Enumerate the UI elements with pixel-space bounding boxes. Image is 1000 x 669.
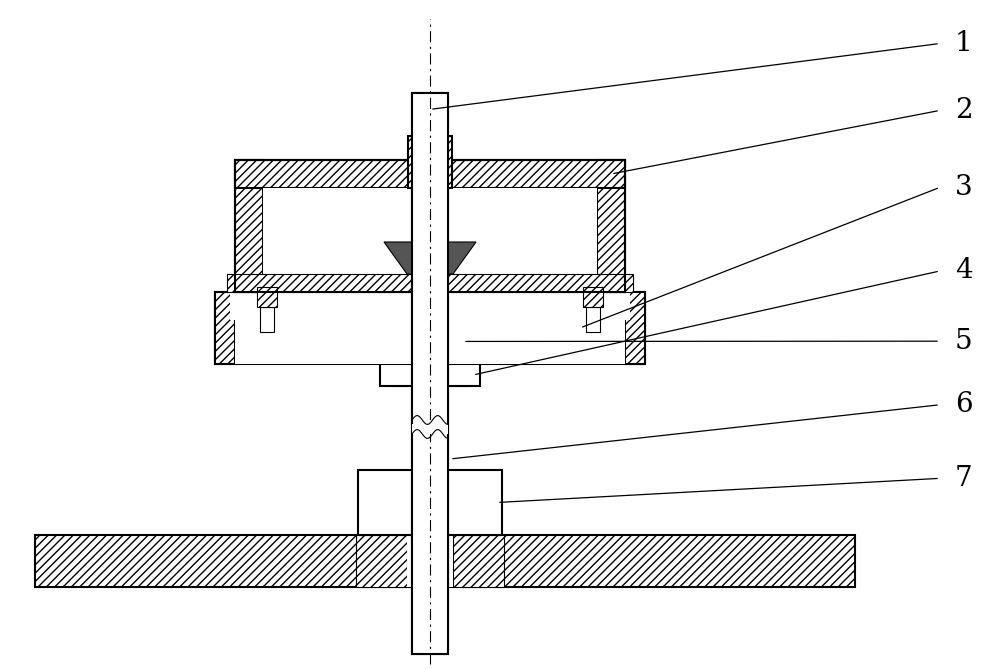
Text: 7: 7 [955, 465, 973, 492]
Bar [412, 93, 448, 654]
Bar [235, 160, 625, 188]
Bar [35, 535, 855, 587]
Text: 6: 6 [955, 391, 973, 418]
Bar [448, 287, 468, 386]
Bar [263, 188, 597, 292]
Bar [597, 160, 625, 292]
Text: 3: 3 [955, 174, 973, 201]
Bar [235, 160, 263, 292]
Bar [408, 136, 452, 188]
Bar [380, 364, 480, 386]
Bar [230, 292, 315, 320]
Bar [407, 535, 453, 587]
Bar [583, 287, 603, 307]
Text: 5: 5 [955, 328, 973, 355]
Bar [453, 535, 504, 587]
Polygon shape [384, 242, 476, 274]
Bar [260, 307, 274, 332]
Bar [392, 287, 412, 386]
Text: 1: 1 [955, 30, 973, 57]
Bar [358, 470, 502, 535]
Bar [586, 307, 600, 332]
Bar [235, 160, 625, 292]
Bar [412, 93, 448, 654]
Bar [420, 98, 440, 136]
Bar [227, 274, 633, 292]
Text: 2: 2 [955, 97, 973, 124]
Bar [235, 292, 625, 364]
Bar [412, 423, 448, 434]
Bar [215, 292, 235, 364]
Bar [412, 160, 448, 292]
Text: 4: 4 [955, 258, 973, 284]
Bar [215, 292, 645, 364]
Bar [625, 292, 645, 364]
Bar [380, 287, 480, 309]
Bar [257, 287, 277, 307]
Bar [545, 292, 630, 320]
Bar [356, 535, 407, 587]
